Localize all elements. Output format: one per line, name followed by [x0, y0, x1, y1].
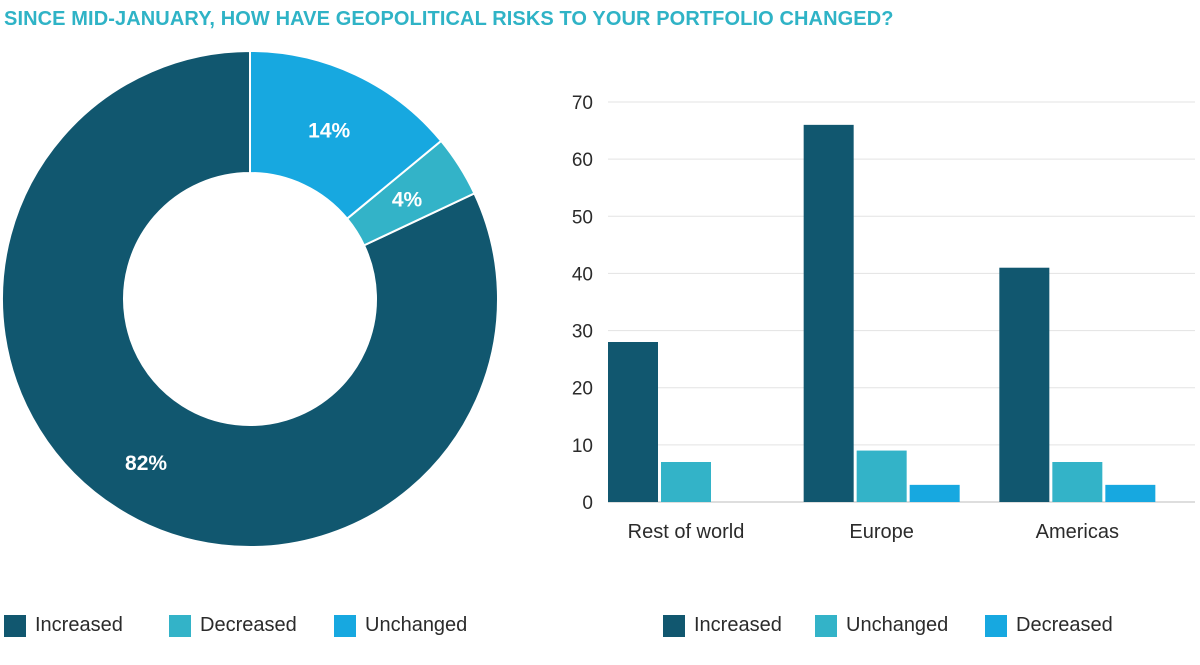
donut-label-decreased: 4%: [392, 188, 423, 211]
legend-label: Decreased: [1016, 614, 1113, 636]
donut-legend-item-unchanged: Unchanged: [334, 614, 467, 637]
donut-slice-decreased: [345, 139, 476, 247]
donut-legend-item-decreased: Decreased: [169, 614, 297, 637]
legend-swatch: [663, 614, 685, 637]
y-tick-label: 0: [582, 493, 593, 514]
legend-swatch: [815, 614, 837, 637]
bar-rest-of-world-increased: [608, 342, 658, 502]
bar-chart: 0 10 20 30 40 50 60 70 Rest of world Europe Americ…: [572, 93, 1195, 543]
legend-label: Unchanged: [365, 614, 468, 636]
y-tick-label: 70: [572, 93, 593, 114]
legend-swatch: [985, 614, 1007, 637]
y-tick-label: 40: [572, 264, 593, 285]
legend-swatch: [334, 614, 356, 637]
bar-legend-item-increased: Increased: [663, 614, 782, 637]
legend-label: Decreased: [200, 614, 297, 636]
x-tick-label: Americas: [1036, 521, 1119, 543]
y-tick-label: 20: [572, 379, 593, 400]
legend-swatch: [169, 614, 191, 637]
bar-americas-unchanged: [1052, 462, 1103, 502]
donut-slice-unchanged: [249, 49, 443, 221]
bar-legend: Increased Unchanged Decreased: [663, 614, 1193, 644]
bar-europe-increased: [803, 124, 854, 502]
bar-legend-item-unchanged: Unchanged: [815, 614, 948, 637]
y-tick-label: 10: [572, 436, 593, 457]
bar-americas-decreased: [1105, 484, 1156, 502]
y-tick-label: 30: [572, 322, 593, 343]
x-tick-label: Rest of world: [628, 521, 745, 543]
donut-label-increased: 82%: [125, 452, 167, 475]
donut-slice-increased: [1, 49, 499, 548]
donut-chart: 82% 4% 14%: [1, 49, 499, 548]
y-tick-label: 60: [572, 150, 593, 171]
bar-europe-unchanged: [856, 450, 907, 502]
bar-americas-increased: [999, 267, 1050, 502]
legend-label: Increased: [694, 614, 782, 636]
bar-rest-of-world-unchanged: [661, 462, 711, 502]
legend-swatch: [4, 614, 26, 637]
bar-europe-decreased: [909, 484, 960, 502]
bar-legend-item-decreased: Decreased: [985, 614, 1113, 637]
donut-legend: Increased Decreased Unchanged: [4, 614, 544, 644]
y-tick-label: 50: [572, 207, 593, 228]
donut-legend-item-increased: Increased: [4, 614, 123, 637]
chart-title: SINCE MID-JANUARY, HOW HAVE GEOPOLITICAL…: [4, 8, 894, 30]
legend-label: Increased: [35, 614, 123, 636]
donut-label-unchanged: 14%: [308, 120, 350, 143]
x-tick-label: Europe: [849, 521, 914, 543]
legend-label: Unchanged: [846, 614, 949, 636]
